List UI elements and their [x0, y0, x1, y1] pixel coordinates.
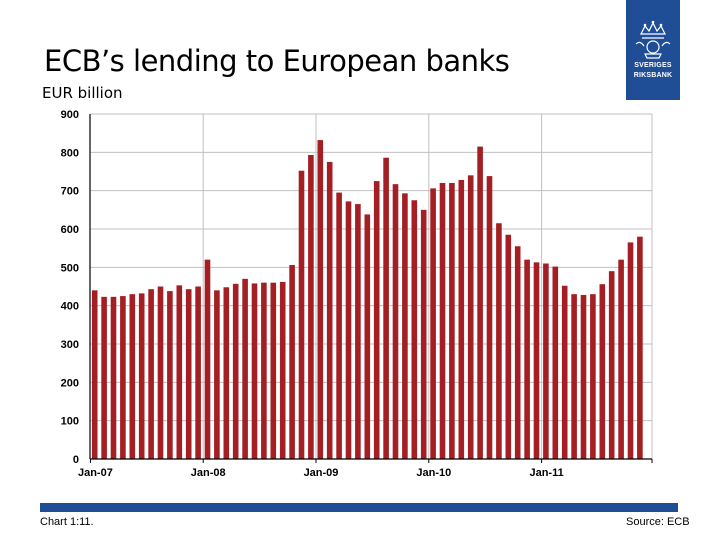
bar [420, 209, 427, 459]
bar [411, 200, 418, 459]
bar [355, 204, 361, 459]
bar [373, 181, 380, 460]
bar [148, 289, 154, 459]
bar [251, 283, 258, 459]
bar [120, 296, 126, 459]
bar [477, 146, 483, 460]
bar [298, 170, 305, 459]
bar [261, 282, 267, 459]
bar [336, 192, 342, 460]
bar [637, 236, 643, 459]
bar [185, 289, 192, 459]
bar [157, 286, 164, 459]
bar [214, 290, 220, 459]
bar [289, 265, 295, 459]
y-tick-label: 200 [61, 377, 79, 389]
y-tick-label: 300 [61, 339, 79, 351]
y-tick-label: 800 [61, 147, 79, 159]
bar [430, 188, 436, 459]
bar [571, 294, 577, 459]
bar [326, 161, 333, 459]
bar [195, 286, 201, 459]
bar [242, 278, 248, 459]
y-tick-label: 900 [61, 109, 79, 121]
bar [580, 294, 587, 459]
bar [232, 283, 239, 459]
unit-label: EUR billion [42, 84, 123, 102]
bar [458, 179, 465, 459]
bar [383, 157, 389, 459]
bar [627, 242, 634, 459]
bar [110, 296, 117, 459]
bar [402, 193, 408, 459]
bar [345, 201, 352, 459]
y-tick-label: 0 [73, 454, 79, 466]
riksbank-logo: SVERIGES RIKSBANK [626, 0, 680, 100]
bar [138, 293, 145, 459]
bar [533, 262, 540, 459]
logo-text-line2: RIKSBANK [633, 72, 673, 79]
bar [486, 176, 493, 459]
x-tick-label: Jan-10 [416, 467, 451, 479]
bar [552, 266, 559, 459]
x-tick-label: Jan-07 [78, 467, 113, 479]
bar [590, 294, 596, 459]
bar [496, 223, 502, 459]
source-note: Source: ECB [626, 516, 690, 528]
bar [167, 291, 173, 459]
y-tick-label: 700 [61, 186, 79, 198]
bar [524, 259, 530, 459]
y-tick-label: 500 [61, 262, 79, 274]
bar [317, 140, 324, 460]
bar [392, 184, 399, 459]
bar [561, 285, 568, 459]
bar [449, 183, 455, 459]
bar [514, 246, 521, 459]
bar [608, 271, 615, 459]
y-tick-label: 600 [61, 224, 79, 236]
y-tick-label: 400 [61, 301, 79, 313]
logo-text-line1: SVERIGES [634, 62, 672, 69]
chart-number: Chart 1:11. [40, 516, 94, 528]
bar [543, 263, 549, 459]
bar [467, 175, 474, 460]
bar [439, 183, 446, 459]
bar [101, 296, 107, 459]
bar [599, 284, 606, 459]
bar [129, 294, 136, 459]
bar [91, 290, 98, 459]
y-tick-label: 100 [61, 416, 79, 428]
bar [176, 285, 183, 459]
bar [204, 259, 211, 459]
bar [223, 287, 230, 459]
x-tick-label: Jan-11 [529, 467, 563, 479]
bar [308, 155, 314, 459]
page-title: ECB’s lending to European banks [44, 44, 510, 78]
crown-emblem-icon [635, 20, 671, 59]
bar [505, 234, 512, 459]
bar [364, 214, 371, 459]
x-tick-label: Jan-09 [304, 467, 339, 479]
footer-bar [40, 503, 678, 512]
bar [270, 282, 277, 459]
bar [279, 281, 286, 459]
x-tick-label: Jan-08 [191, 467, 226, 479]
bar [618, 259, 624, 459]
